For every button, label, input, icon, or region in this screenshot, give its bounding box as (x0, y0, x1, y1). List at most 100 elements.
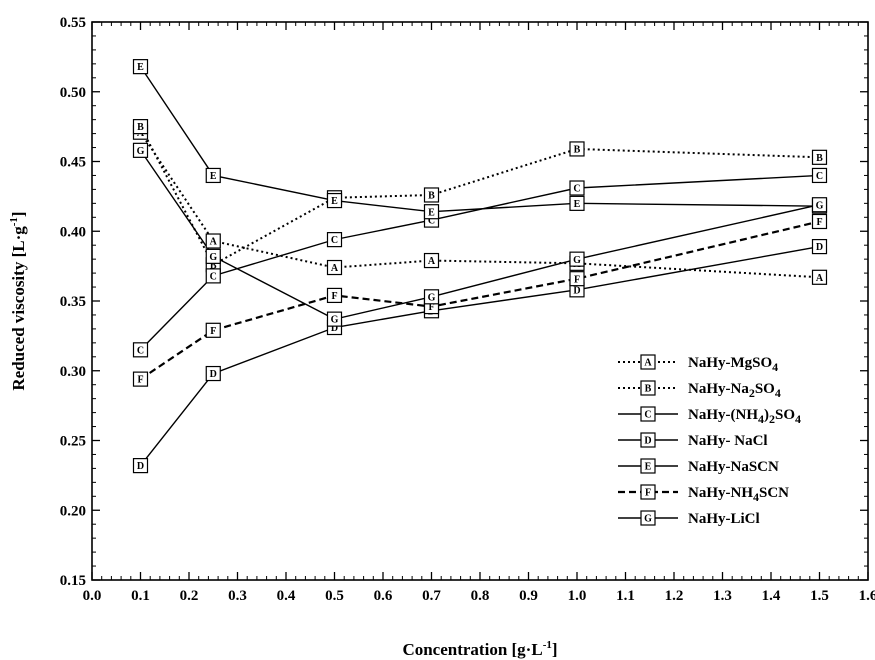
svg-text:B: B (210, 260, 217, 271)
y-tick-label: 0.20 (60, 503, 86, 519)
data-point-d: D (569, 282, 585, 298)
svg-text:B: B (645, 384, 652, 395)
x-axis-title-main: Concentration [g·L (402, 640, 542, 659)
legend-item-a: A NaHy-MgSO4 (618, 354, 778, 374)
data-point-c: C (326, 232, 343, 248)
data-point-f: F (569, 271, 585, 287)
data-point-d: D (132, 458, 149, 474)
x-tick-label: 0.6 (374, 588, 393, 604)
legend-item-c: C NaHy-(NH4)2SO4 (618, 406, 801, 426)
series-line-f (139, 220, 820, 381)
svg-text:A: A (816, 273, 824, 284)
y-tick-label: 0.55 (60, 15, 86, 31)
data-point-b: B (569, 141, 585, 157)
svg-text:D: D (210, 369, 217, 380)
data-point-a: A (205, 233, 221, 249)
data-point-d: D (811, 238, 828, 255)
x-tick-label: 1.2 (665, 588, 684, 604)
series-line-d (139, 245, 820, 467)
data-point-f: F (205, 322, 221, 338)
y-tick-label: 0.40 (60, 224, 86, 240)
data-point-a: A (326, 259, 343, 276)
svg-text:C: C (428, 216, 435, 227)
legend-item-f: F NaHy-NH4SCN (618, 484, 789, 504)
svg-text:A: A (210, 237, 218, 248)
legend-item-g: G NaHy-LiCl (618, 510, 760, 527)
axis-ticks: 0.0 0.1 0.2 0.3 0.4 0.5 0.6 0.7 0.8 0.9 1.0 1.1 1.2 1… (60, 15, 875, 604)
y-tick-label: 0.35 (60, 294, 86, 310)
svg-text:B: B (428, 191, 435, 202)
x-tick-label: 0.2 (180, 588, 199, 604)
data-point-g: G (423, 289, 440, 305)
data-point-e: E (205, 167, 221, 184)
svg-text:C: C (644, 410, 651, 421)
data-point-g: G (811, 197, 828, 213)
svg-text:B: B (816, 153, 823, 164)
data-point-d: D (205, 365, 221, 382)
y-axis-title: Reduced viscosity [L·g-1] (8, 211, 28, 390)
svg-text:F: F (137, 375, 143, 386)
svg-text:D: D (573, 285, 580, 296)
x-tick-label: 0.1 (131, 588, 150, 604)
data-point-e: E (326, 192, 343, 209)
svg-text:E: E (645, 462, 652, 473)
legend-item-b: B NaHy-Na2SO4 (618, 380, 781, 400)
x-tick-label: 1.4 (762, 588, 781, 604)
x-tick-label: 1.6 (859, 588, 875, 604)
data-point-b: B (132, 119, 149, 135)
svg-text:D: D (331, 323, 338, 334)
legend-item-d: D NaHy- NaCl (618, 432, 768, 449)
data-point-a: A (811, 269, 828, 285)
x-axis-title-sup: -1 (543, 639, 552, 651)
svg-text:E: E (137, 62, 144, 73)
data-point-c: C (132, 342, 149, 358)
y-tick-label: 0.25 (60, 434, 86, 450)
svg-text:F: F (816, 217, 822, 228)
legend-label: NaHy-NH4SCN (688, 485, 789, 504)
svg-text:E: E (331, 196, 338, 207)
data-markers: AAAAAABBBBBBCCCCCCDDDDDDEEEEEEFFFFFFGGGG… (132, 59, 828, 474)
plot-series (139, 66, 820, 467)
x-axis-title: Concentration [g·L-1] (402, 639, 557, 659)
data-point-g: G (132, 142, 149, 158)
x-tick-label: 0.5 (325, 588, 344, 604)
svg-text:D: D (816, 242, 823, 253)
svg-text:G: G (644, 514, 652, 525)
legend-label: NaHy- NaCl (688, 433, 768, 449)
series-line-c (140, 174, 820, 351)
y-axis-title-close: ] (9, 211, 28, 217)
data-point-f: F (811, 213, 828, 230)
data-point-e: E (569, 195, 585, 211)
svg-text:F: F (210, 326, 216, 337)
svg-text:C: C (573, 184, 580, 195)
legend-marker-d: D (640, 432, 656, 448)
svg-text:G: G (573, 255, 581, 266)
svg-text:G: G (331, 315, 339, 326)
svg-text:G: G (816, 200, 824, 211)
x-tick-label: 0.0 (83, 588, 102, 604)
svg-text:F: F (574, 274, 580, 285)
svg-text:B: B (137, 122, 144, 133)
legend: A NaHy-MgSO4 B NaHy-Na2SO4 C NaHy-(NH4)2SO4 D N… (618, 354, 801, 527)
legend-marker-b: B (640, 380, 656, 396)
svg-text:F: F (645, 488, 651, 499)
x-tick-label: 1.3 (713, 588, 732, 604)
svg-text:B: B (574, 145, 581, 156)
legend-marker-c: C (640, 406, 656, 422)
data-point-g: G (205, 248, 221, 264)
x-tick-label: 0.4 (277, 588, 296, 604)
series-line-e (139, 66, 820, 213)
x-tick-label: 0.7 (422, 588, 441, 604)
svg-text:D: D (137, 461, 144, 472)
legend-marker-a: A (640, 354, 656, 370)
legend-marker-e: E (640, 458, 656, 474)
legend-marker-f: F (640, 484, 656, 500)
x-tick-label: 1.5 (810, 588, 829, 604)
svg-text:F: F (331, 291, 337, 302)
svg-text:G: G (209, 252, 217, 263)
svg-text:A: A (428, 256, 436, 267)
series-line-g (139, 149, 820, 320)
svg-text:A: A (644, 358, 652, 369)
svg-text:D: D (644, 436, 651, 447)
data-point-b: B (423, 187, 440, 203)
